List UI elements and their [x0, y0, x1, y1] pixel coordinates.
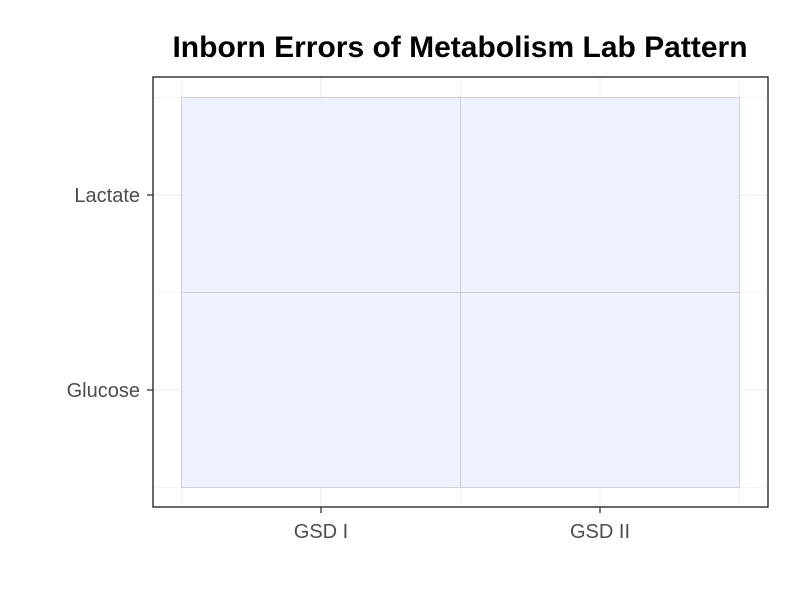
y-tick-label: Lactate: [74, 185, 140, 207]
x-tick-label: GSD I: [294, 521, 348, 543]
plot-area: GSD I GSD II Glucose Lactate: [67, 76, 769, 543]
heatmap-cell: [460, 292, 740, 488]
heatmap-cell: [181, 97, 461, 293]
heatmap-tiles: [181, 97, 740, 488]
panel-border: [152, 76, 769, 508]
y-tick-label: Glucose: [67, 380, 140, 402]
heatmap-cell: [181, 292, 461, 488]
chart-title: Inborn Errors of Metabolism Lab Pattern: [172, 31, 747, 64]
x-tick-label: GSD II: [570, 521, 630, 543]
heatmap-cell: [460, 97, 740, 293]
